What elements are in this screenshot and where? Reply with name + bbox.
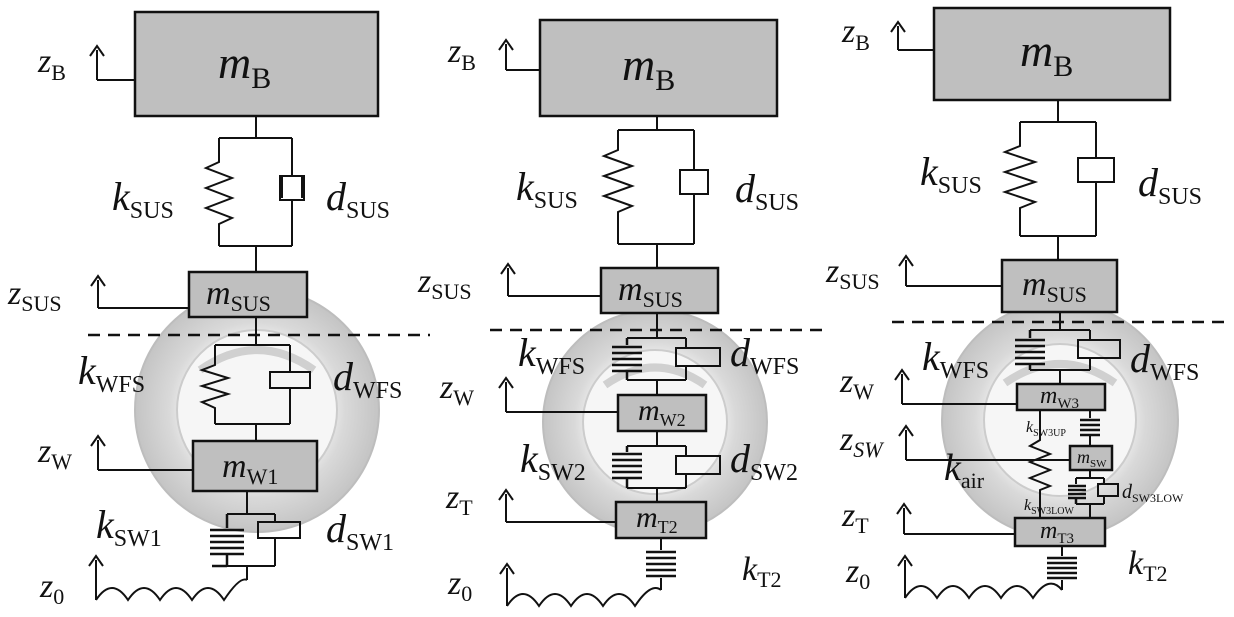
- svg-text:zSW: zSW: [839, 421, 884, 462]
- svg-text:dSW1: dSW1: [326, 506, 394, 556]
- mass-w2: [616, 393, 708, 433]
- t2-spring: kT2: [646, 538, 782, 592]
- mass-sus: [187, 270, 309, 319]
- svg-text:kWFS: kWFS: [518, 330, 585, 380]
- svg-text:kT2: kT2: [1128, 545, 1168, 586]
- svg-text:zSUS: zSUS: [825, 253, 880, 294]
- svg-text:zT: zT: [841, 497, 869, 538]
- z-sus-indicator: zSUS: [7, 274, 189, 316]
- svg-text:dSUS: dSUS: [326, 174, 390, 224]
- svg-text:z0: z0: [39, 568, 64, 609]
- svg-text:zB: zB: [447, 33, 476, 75]
- mass-b-label: mB: [218, 37, 271, 95]
- svg-text:dWFS: dWFS: [1130, 336, 1199, 386]
- svg-text:mB: mB: [1020, 25, 1073, 83]
- mass-sus-label: mSUS: [206, 275, 271, 316]
- z-b-indicator: zB: [37, 43, 135, 85]
- svg-text:z0: z0: [447, 565, 472, 606]
- svg-text:zB: zB: [37, 43, 66, 85]
- svg-text:dWFS: dWFS: [730, 330, 799, 380]
- diagram-c: mB zB kSUS dSUS mSUS zSUS kWFS dWFS mW3 …: [825, 6, 1230, 600]
- svg-text:mW3: mW3: [1040, 383, 1079, 412]
- svg-text:mSUS: mSUS: [1022, 266, 1087, 307]
- svg-text:zW: zW: [439, 369, 474, 410]
- z-b-indicator: zB: [447, 33, 540, 75]
- t2-spring: kT2: [1047, 545, 1168, 590]
- svg-text:dSW3LOW: dSW3LOW: [1122, 481, 1184, 505]
- svg-text:mW2: mW2: [638, 394, 686, 430]
- svg-text:kSUS: kSUS: [112, 174, 174, 224]
- mass-w3: [1015, 382, 1107, 412]
- svg-text:kWFS: kWFS: [78, 348, 145, 398]
- svg-text:zT: zT: [445, 479, 473, 520]
- sw1-spring-damper: kSW1 dSW1: [96, 491, 394, 580]
- svg-text:dSW2: dSW2: [730, 436, 798, 486]
- svg-text:zSUS: zSUS: [417, 263, 472, 304]
- z-sw-indicator: zSW: [839, 421, 1070, 462]
- svg-text:zB: zB: [841, 13, 870, 55]
- mass-w1: [191, 439, 319, 493]
- z-sus-indicator: zSUS: [417, 262, 601, 304]
- mass-b: [538, 18, 779, 118]
- wfs-spring-damper: kWFS dWFS: [518, 313, 799, 395]
- wfs-spring-damper: kWFS dWFS: [922, 312, 1199, 386]
- svg-text:kWFS: kWFS: [922, 334, 989, 384]
- svg-text:dSUS: dSUS: [735, 166, 799, 216]
- diagram-b: mB zB kSUS dSUS mSUS zSUS kWFS dWFS mW2 …: [417, 18, 830, 608]
- svg-text:zW: zW: [37, 433, 72, 474]
- svg-text:kSW3LOW: kSW3LOW: [1024, 497, 1074, 517]
- mass-sus: [599, 266, 720, 315]
- sw2-spring-damper: kSW2 dSW2: [520, 431, 798, 502]
- z-w-indicator: zW: [839, 363, 1017, 405]
- svg-text:kSUS: kSUS: [920, 149, 982, 199]
- svg-text:mB: mB: [622, 39, 675, 97]
- svg-text:zW: zW: [839, 363, 874, 404]
- mass-w1-label: mW1: [222, 448, 278, 489]
- mass-t2: [614, 500, 708, 540]
- z-w-indicator: zW: [37, 433, 193, 474]
- sus-spring-damper: kSUS dSUS: [920, 100, 1202, 260]
- svg-text:mT2: mT2: [636, 501, 678, 537]
- z-sus-indicator: zSUS: [825, 253, 1002, 294]
- z-t-indicator: zT: [445, 479, 616, 523]
- mass-t3: [1013, 516, 1107, 548]
- wfs-spring-damper: kWFS dWFS: [78, 317, 402, 441]
- svg-text:dWFS: dWFS: [333, 354, 402, 404]
- z-b-indicator: zB: [841, 13, 934, 55]
- sus-spring-damper: kSUS dSUS: [516, 116, 799, 268]
- road-profile: z0: [39, 554, 248, 609]
- svg-text:kair: kair: [944, 447, 985, 493]
- svg-text:zSUS: zSUS: [7, 275, 62, 316]
- diagram-a: mB zB kSUS dSUS mSUS zSUS kWFS dWFS: [7, 10, 430, 609]
- road-profile: z0: [447, 562, 662, 608]
- svg-text:kSW1: kSW1: [96, 502, 162, 552]
- svg-text:kT2: kT2: [742, 551, 782, 592]
- road-profile: z0: [845, 553, 1063, 600]
- svg-text:mT3: mT3: [1040, 518, 1074, 547]
- mass-b: [932, 6, 1172, 102]
- z-t-indicator: zT: [841, 497, 1015, 538]
- svg-text:mSUS: mSUS: [618, 271, 683, 312]
- svg-text:z0: z0: [845, 553, 870, 594]
- mass-b: [133, 10, 380, 118]
- svg-text:kSW3UP: kSW3UP: [1026, 419, 1066, 439]
- sus-spring-damper: kSUS dSUS: [112, 116, 390, 272]
- svg-text:kSW2: kSW2: [520, 436, 586, 486]
- svg-text:mSW: mSW: [1077, 447, 1107, 470]
- z-w-indicator: zW: [439, 369, 618, 413]
- svg-text:kSUS: kSUS: [516, 164, 578, 214]
- sidewall-elements: kSW3UP mSW kSW3LOW dSW3LOW kair: [944, 410, 1184, 518]
- svg-text:dSUS: dSUS: [1138, 160, 1202, 210]
